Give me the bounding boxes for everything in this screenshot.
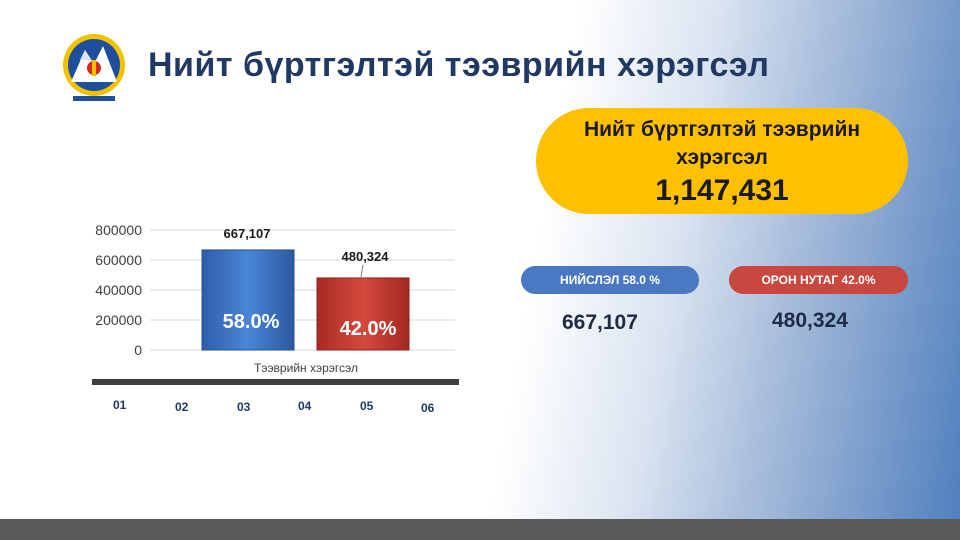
bottom-axis-label: 03 — [237, 400, 251, 414]
emblem-logo — [57, 30, 131, 104]
bottom-axis-label: 02 — [175, 400, 189, 414]
y-tick-label: 600000 — [95, 252, 142, 268]
x-axis-label: Тээврийн хэрэгсэл — [254, 361, 358, 375]
y-tick-label: 400000 — [95, 282, 142, 298]
y-tick-label: 200000 — [95, 312, 142, 328]
bar-share-label-rural: 42.0% — [340, 318, 397, 340]
page-title: Нийт бүртгэлтэй тээврийн хэрэгсэл — [148, 46, 770, 84]
capital-count-value: 667,107 — [562, 311, 638, 334]
bottom-axis-label: 01 — [113, 398, 127, 412]
rural-count-value: 480,324 — [772, 309, 848, 332]
rural-share-badge: ОРОН НУТАГ 42.0% — [729, 266, 908, 294]
bottom-axis-bar — [92, 379, 459, 385]
bottom-axis-label: 06 — [421, 401, 435, 415]
bar-capital — [201, 249, 295, 351]
capital-share-badge: НИЙСЛЭЛ 58.0 % — [521, 266, 699, 294]
footer-bar — [0, 519, 960, 540]
total-summary-value: 1,147,431 — [655, 174, 789, 207]
bar-rural — [316, 277, 410, 351]
bottom-axis-label: 05 — [360, 399, 374, 413]
y-tick-label: 0 — [134, 342, 142, 358]
label-leader-line — [360, 264, 364, 278]
total-summary-pill: Нийт бүртгэлтэй тээврийн хэрэгсэл 1,147,… — [536, 108, 908, 214]
bottom-axis-labels: 01 02 03 04 05 06 — [0, 398, 480, 418]
bar-value-label-rural: 480,324 — [342, 249, 390, 264]
bottom-axis-label: 04 — [298, 399, 312, 413]
total-summary-label: Нийт бүртгэлтэй тээврийн хэрэгсэл — [583, 118, 861, 169]
bar-value-label-capital: 667,107 — [224, 226, 271, 241]
y-tick-label: 800000 — [95, 222, 142, 238]
bar-share-label-capital: 58.0% — [223, 311, 280, 333]
vehicle-bar-chart: 0 200000 400000 600000 800000 667,107 58.0% 48… — [95, 222, 455, 375]
